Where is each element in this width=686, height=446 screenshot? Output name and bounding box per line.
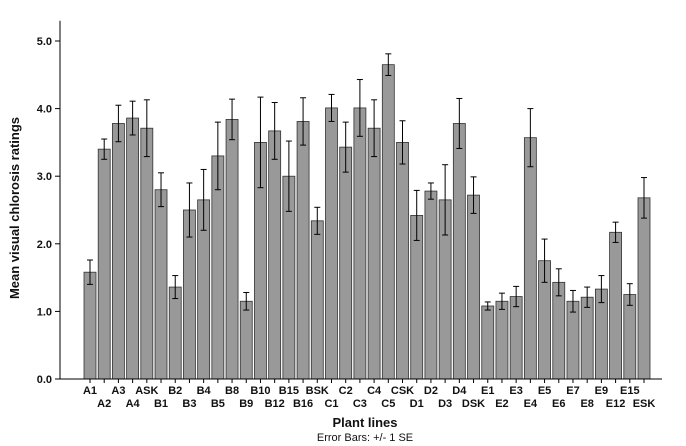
bar xyxy=(268,130,282,380)
bar xyxy=(126,117,140,380)
x-tick-label: E3 xyxy=(509,385,522,397)
x-tick-label: B5 xyxy=(211,398,225,410)
x-tick-label: ESK xyxy=(633,398,656,410)
bar xyxy=(523,137,537,380)
bar xyxy=(325,107,338,380)
x-tick-label: B8 xyxy=(225,385,239,397)
y-tick-label: 0.0 xyxy=(37,374,52,386)
x-tick-label: C5 xyxy=(381,398,395,410)
bar xyxy=(481,305,495,380)
bar xyxy=(225,119,239,380)
x-tick-label: A4 xyxy=(126,398,141,410)
x-axis-title: Plant lines xyxy=(332,415,397,430)
bar xyxy=(83,271,97,380)
x-tick-label: D3 xyxy=(438,398,452,410)
bar xyxy=(452,123,466,380)
x-tick-label: E2 xyxy=(495,398,508,410)
bar xyxy=(168,286,182,380)
bar xyxy=(424,190,438,380)
x-tick-label: B15 xyxy=(279,385,299,397)
x-tick-label: B12 xyxy=(265,398,285,410)
bar xyxy=(637,197,651,380)
y-tick-label: 1.0 xyxy=(37,306,52,318)
y-tick-label: 3.0 xyxy=(37,171,52,183)
bar xyxy=(97,148,111,380)
y-axis-title: Mean visual chlorosis ratings xyxy=(7,117,22,299)
x-tick-label: B9 xyxy=(239,398,253,410)
x-tick-label: C4 xyxy=(367,385,382,397)
x-tick-label: A1 xyxy=(83,385,97,397)
x-tick-label: D4 xyxy=(452,385,467,397)
x-tick-label: E15 xyxy=(620,385,640,397)
x-tick-label: C2 xyxy=(339,385,353,397)
bar xyxy=(367,127,381,380)
bar xyxy=(467,194,480,380)
y-tick-label: 2.0 xyxy=(37,239,52,251)
x-ticks-group: A1A2A3A4ASKB1B2B3B4B5B8B9B10B12B15B16BSK… xyxy=(83,379,655,410)
x-tick-label: D2 xyxy=(424,385,438,397)
x-tick-label: E6 xyxy=(552,398,565,410)
x-tick-label: DSK xyxy=(462,398,485,410)
x-tick-label: B16 xyxy=(293,398,313,410)
x-tick-label: E12 xyxy=(606,398,626,410)
x-tick-label: CSK xyxy=(391,385,414,397)
bar xyxy=(381,64,395,380)
y-tick-label: 4.0 xyxy=(37,104,52,116)
x-tick-label: D1 xyxy=(410,398,424,410)
x-tick-label: B1 xyxy=(154,398,168,410)
bar xyxy=(353,107,367,380)
bar xyxy=(580,296,594,380)
error-bars-note: Error Bars: +/- 1 SE xyxy=(317,432,413,444)
x-tick-label: E4 xyxy=(524,398,538,410)
bar xyxy=(509,296,523,380)
bar xyxy=(112,123,125,380)
bar xyxy=(296,121,310,380)
bar xyxy=(310,220,324,380)
bar xyxy=(154,189,168,380)
bar xyxy=(140,127,154,380)
bars-group xyxy=(83,64,651,380)
y-ticks-group: 0.0 1.0 2.0 3.0 4.0 5.0 xyxy=(37,36,60,386)
x-tick-label: B4 xyxy=(197,385,212,397)
x-tick-label: E8 xyxy=(580,398,593,410)
x-tick-label: C1 xyxy=(324,398,338,410)
y-tick-label: 5.0 xyxy=(37,36,52,48)
bar xyxy=(609,231,622,380)
x-tick-label: E1 xyxy=(481,385,494,397)
x-tick-label: C3 xyxy=(353,398,367,410)
bar xyxy=(339,146,353,380)
x-tick-label: E5 xyxy=(538,385,551,397)
bar xyxy=(239,300,253,380)
x-tick-label: A2 xyxy=(97,398,111,410)
x-tick-label: A3 xyxy=(111,385,125,397)
bar xyxy=(552,281,566,380)
bar xyxy=(495,300,509,380)
x-tick-label: E9 xyxy=(595,385,608,397)
bar xyxy=(566,300,580,380)
error-bars-group xyxy=(87,53,647,313)
x-tick-label: B10 xyxy=(250,385,270,397)
bar xyxy=(396,141,409,380)
x-tick-label: E7 xyxy=(566,385,579,397)
x-tick-label: BSK xyxy=(306,385,329,397)
x-tick-label: ASK xyxy=(135,385,158,397)
x-tick-label: B3 xyxy=(182,398,196,410)
x-tick-label: B2 xyxy=(168,385,182,397)
bar xyxy=(623,294,637,380)
